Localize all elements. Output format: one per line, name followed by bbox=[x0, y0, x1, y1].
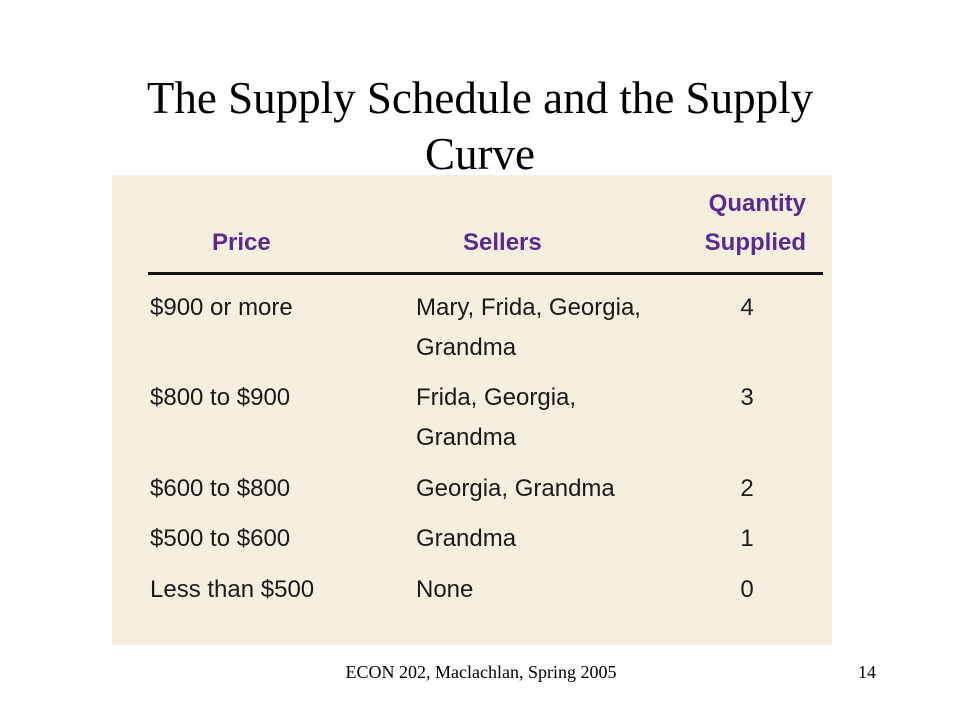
table-cell: 4 bbox=[740, 294, 754, 321]
table-cell: $500 to $600 bbox=[150, 525, 291, 552]
header-rule bbox=[148, 272, 823, 275]
table-cell: 3 bbox=[740, 384, 754, 411]
table-cell: Frida, Georgia, Grandma bbox=[416, 384, 577, 451]
table-cell: Less than $500 bbox=[150, 576, 315, 603]
table-cell: 0 bbox=[740, 576, 754, 603]
table-cell: $800 to $900 bbox=[150, 384, 291, 411]
table-cell: 1 bbox=[740, 525, 754, 552]
table-header: Sellers bbox=[463, 229, 542, 256]
page-number: 14 bbox=[858, 662, 876, 682]
table-cell: 2 bbox=[740, 475, 754, 502]
slide-title: The Supply Schedule and the Supply Curve bbox=[146, 73, 814, 179]
table-header: Price bbox=[212, 229, 271, 256]
table-cell: $900 or more bbox=[150, 294, 293, 321]
table-cell: Grandma bbox=[416, 525, 517, 552]
table-panel bbox=[112, 175, 832, 645]
table-cell: Mary, Frida, Georgia, Grandma bbox=[416, 294, 641, 361]
table-cell: Georgia, Grandma bbox=[416, 475, 615, 502]
table-header: Quantity Supplied bbox=[704, 190, 806, 256]
table-cell: $600 to $800 bbox=[150, 475, 291, 502]
footer-text: ECON 202, Maclachlan, Spring 2005 bbox=[345, 662, 617, 682]
table-cell: None bbox=[416, 576, 474, 603]
